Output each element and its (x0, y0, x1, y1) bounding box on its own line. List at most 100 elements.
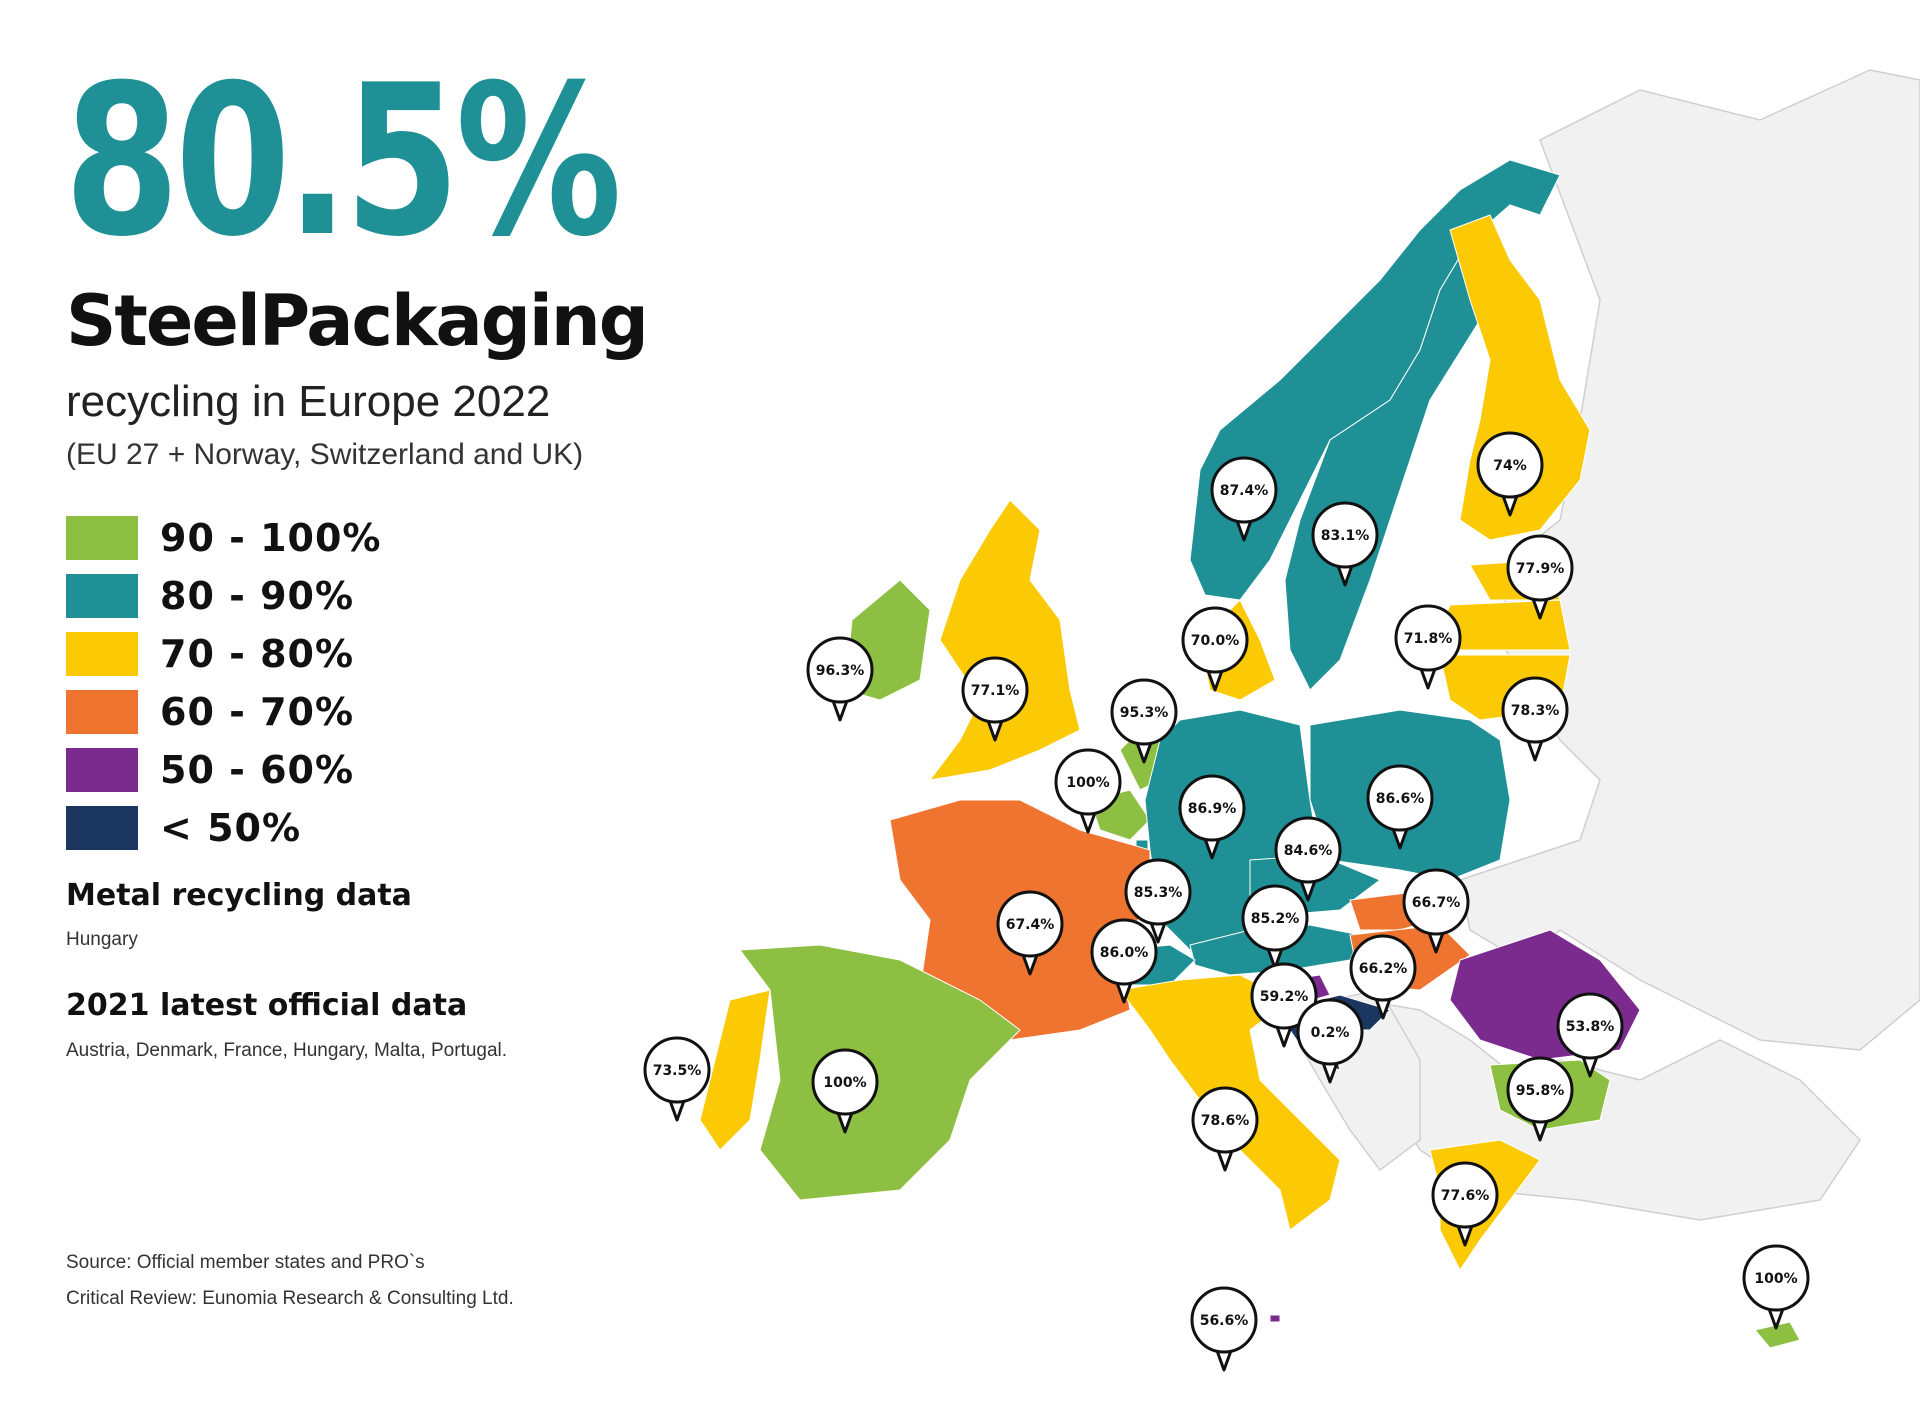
pin-value-label: 86.0% (1100, 945, 1149, 961)
value-pin-greece: 77.6% (1431, 1161, 1499, 1247)
pin-bubble (1296, 998, 1364, 1066)
pin-value-label: 56.6% (1200, 1313, 1249, 1329)
pin-bubble (1190, 1286, 1258, 1354)
legend-item: 90 - 100% (66, 515, 382, 561)
pin-value-label: 53.8% (1566, 1019, 1615, 1035)
pin-bubble (1476, 431, 1544, 499)
value-pin-sweden: 83.1% (1311, 501, 1379, 587)
legend-label: < 50% (160, 806, 302, 850)
value-pin-belgium: 100% (1054, 748, 1122, 834)
pin-value-label: 86.9% (1188, 801, 1237, 817)
pin-bubble (1431, 1161, 1499, 1229)
legend-label: 90 - 100% (160, 516, 382, 560)
pin-value-label: 85.2% (1251, 911, 1300, 927)
pin-bubble (1250, 962, 1318, 1030)
value-pin-ireland: 96.3% (806, 636, 874, 722)
pin-value-label: 78.6% (1201, 1113, 1250, 1129)
pin-bubble (806, 636, 874, 704)
pin-bubble (1349, 934, 1417, 1002)
pin-value-label: 95.3% (1120, 705, 1169, 721)
value-pin-italy: 78.6% (1191, 1086, 1259, 1172)
pin-bubble (1394, 604, 1462, 672)
value-pin-slovenia: 59.2% (1250, 962, 1318, 1048)
legend-label: 70 - 80% (160, 632, 355, 676)
value-pin-austria: 85.2% (1241, 884, 1309, 970)
pin-bubble (1506, 1056, 1574, 1124)
value-pin-france: 67.4% (996, 890, 1064, 976)
legend-swatch (66, 574, 138, 618)
pin-value-label: 86.6% (1376, 791, 1425, 807)
value-pin-finland: 74% (1476, 431, 1544, 517)
pin-value-label: 74% (1493, 458, 1527, 474)
pin-bubble (811, 1048, 879, 1116)
country-shape-sweden (1284, 239, 1501, 691)
pin-bubble (1501, 676, 1569, 744)
value-pin-estonia: 77.9% (1506, 534, 1574, 620)
info-panel: 80.5% SteelPackaging recycling in Europe… (0, 0, 760, 1416)
pin-value-label: 85.3% (1134, 885, 1183, 901)
pin-bubble (1506, 534, 1574, 602)
pin-bubble (1210, 456, 1278, 524)
pin-value-label: 73.5% (653, 1063, 702, 1079)
pin-bubble (1556, 992, 1624, 1060)
value-pin-portugal: 73.5% (643, 1036, 711, 1122)
legend-label: 60 - 70% (160, 690, 355, 734)
pin-bubble (1742, 1244, 1810, 1312)
legend-item: < 50% (66, 805, 382, 851)
value-pin-norway: 87.4% (1210, 456, 1278, 542)
pin-bubble (1191, 1086, 1259, 1154)
value-pin-denmark: 70.0% (1181, 606, 1249, 692)
legend-swatch (66, 748, 138, 792)
legend-item: 80 - 90% (66, 573, 382, 619)
legend-item: 60 - 70% (66, 689, 382, 735)
pin-bubble (1366, 764, 1434, 832)
value-pin-romania: 53.8% (1556, 992, 1624, 1078)
pin-value-label: 96.3% (816, 663, 865, 679)
pin-value-label: 0.2% (1311, 1025, 1350, 1041)
page-title: SteelPackaging (66, 280, 649, 362)
metal-data-countries: Hungary (66, 929, 138, 950)
country-shape-spain (739, 944, 1021, 1201)
country-shape-norway (1189, 159, 1561, 601)
pin-value-label: 100% (823, 1075, 866, 1091)
pin-bubble (1241, 884, 1309, 952)
value-pin-united-kingdom: 77.1% (961, 656, 1029, 742)
source-note: Source: Official member states and PRO`s (66, 1252, 425, 1273)
pin-value-label: 84.6% (1284, 843, 1333, 859)
review-note: Critical Review: Eunomia Research & Cons… (66, 1288, 514, 1309)
country-shape-portugal (699, 989, 771, 1151)
metal-data-title: Metal recycling data (66, 878, 412, 913)
pin-value-label: 100% (1066, 775, 1109, 791)
pin-value-label: 83.1% (1321, 528, 1370, 544)
value-pin-luxembourg: 85.3% (1124, 858, 1192, 944)
value-pin-hungary: 66.2% (1349, 934, 1417, 1020)
pin-value-label: 70.0% (1191, 633, 1240, 649)
pin-bubble (1178, 774, 1246, 842)
legend-swatch (66, 516, 138, 560)
value-pin-lithuania: 78.3% (1501, 676, 1569, 762)
legend-swatch (66, 632, 138, 676)
value-pin-netherlands: 95.3% (1110, 678, 1178, 764)
pin-bubble (643, 1036, 711, 1104)
pin-bubble (1181, 606, 1249, 674)
value-pin-poland: 86.6% (1366, 764, 1434, 850)
value-pin-cyprus: 100% (1742, 1244, 1810, 1330)
legend: 90 - 100% 80 - 90% 70 - 80% 60 - 70% 50 … (66, 515, 382, 863)
pin-value-label: 100% (1754, 1271, 1797, 1287)
pin-bubble (1090, 918, 1158, 986)
pin-value-label: 71.8% (1404, 631, 1453, 647)
latest-data-countries: Austria, Denmark, France, Hungary, Malta… (66, 1040, 508, 1061)
pin-value-label: 67.4% (1006, 917, 1055, 933)
pin-value-label: 77.9% (1516, 561, 1565, 577)
headline-percentage: 80.5% (64, 41, 622, 283)
pin-bubble (1110, 678, 1178, 746)
value-pin-germany: 86.9% (1178, 774, 1246, 860)
pin-bubble (1311, 501, 1379, 569)
legend-item: 50 - 60% (66, 747, 382, 793)
value-pin-malta: 56.6% (1190, 1286, 1258, 1372)
legend-label: 80 - 90% (160, 574, 355, 618)
pin-value-label: 59.2% (1260, 989, 1309, 1005)
pin-bubble (1054, 748, 1122, 816)
pin-value-label: 87.4% (1220, 483, 1269, 499)
